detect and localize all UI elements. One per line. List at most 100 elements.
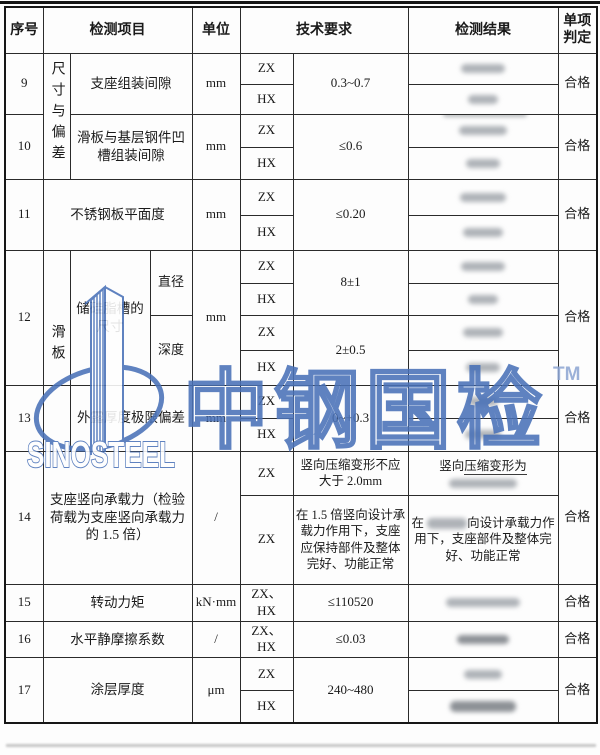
- row9-judgment: 合格: [557, 52, 598, 115]
- row15-direction: ZX、HX: [239, 583, 294, 622]
- col-header-unit: 单位: [191, 6, 241, 54]
- row12-requirement-depth: 2±0.5: [292, 314, 409, 386]
- row16-judgment: 合格: [557, 620, 598, 659]
- table-header-row: 序号 检测项目 单位 技术要求 检测结果 单项判定: [4, 6, 598, 54]
- row11-unit: mm: [191, 178, 241, 251]
- table-row: 11 不锈钢板平面度 mm ZX ≤0.20 合格: [4, 178, 598, 251]
- row14-serial: 14: [4, 450, 44, 585]
- row13-result-zx-redacted: [407, 384, 559, 419]
- row17-unit: μm: [191, 657, 241, 724]
- row16-unit: /: [191, 620, 241, 659]
- table-row: 16 水平静摩擦系数 / ZX、HX ≤0.03 合格: [4, 620, 598, 659]
- row10-item: 滑板与基层钢件凹槽组装间隙: [69, 113, 193, 180]
- row10-direction-hx: HX: [239, 146, 294, 180]
- row12-result3-redacted: [407, 314, 559, 351]
- col-header-item: 检测项目: [42, 6, 193, 54]
- row9-result-zx-redacted: [407, 52, 559, 85]
- table-row: 13 外露厚度极限偏差 mm ZX 0~+0.3 合格: [4, 384, 598, 452]
- row11-serial: 11: [4, 178, 44, 251]
- row13-serial: 13: [4, 384, 44, 452]
- col-header-serial: 序号: [4, 6, 44, 54]
- row12-result2-redacted: [407, 282, 559, 316]
- row10-unit: mm: [191, 113, 241, 180]
- row12-unit: mm: [191, 249, 241, 386]
- row11-judgment: 合格: [557, 178, 598, 251]
- row11-item: 不锈钢板平面度: [42, 178, 193, 251]
- table-row: 14 支座竖向承载力（检验荷载为支座竖向承载力的 1.5 倍） / ZX 竖向压…: [4, 450, 598, 585]
- row10-result-hx-redacted: [407, 146, 559, 180]
- row15-serial: 15: [4, 583, 44, 622]
- table-row: 9 尺寸与偏差 支座组装间隙 mm ZX 0.3~0.7 合格: [4, 52, 598, 180]
- row16-requirement: ≤0.03: [292, 620, 409, 659]
- table-row: 10 滑板与基层钢件凹槽组装间隙 mm ZX ≤0.6 合格: [4, 113, 598, 180]
- table-row: ZX 在 1.5 倍竖向设计承载力作用下，支座应保持部件及整体完好、功能正常 在…: [5, 494, 597, 585]
- col-header-result: 检测结果: [407, 6, 559, 54]
- table-row: 17 涂层厚度 μm ZX 240~480 合格: [4, 657, 598, 724]
- row17-direction-zx: ZX: [239, 657, 294, 692]
- row9-direction-hx: HX: [239, 83, 294, 115]
- row16-result-redacted: [407, 620, 559, 659]
- row12-item: 储硅脂槽的尺寸: [69, 249, 151, 386]
- row16-direction: ZX、HX: [239, 620, 294, 659]
- row17-direction-hx: HX: [239, 690, 294, 724]
- row17-judgment: 合格: [557, 657, 598, 724]
- row10-result-zx-redacted: [407, 113, 559, 148]
- row11-requirement: ≤0.20: [292, 178, 409, 251]
- row15-requirement: ≤110520: [292, 583, 409, 622]
- row17-result-hx-redacted: [407, 690, 559, 724]
- row15-item: 转动力矩: [42, 583, 193, 622]
- row12-serial: 12: [4, 249, 44, 386]
- row12-result4-redacted: [407, 349, 559, 386]
- row13-group-empty: [42, 384, 71, 452]
- row10-requirement: ≤0.6: [292, 113, 409, 180]
- row12-result1-redacted: [407, 249, 559, 284]
- row13-direction-zx: ZX: [239, 384, 294, 419]
- row15-unit: kN·mm: [191, 583, 241, 622]
- table-row: HX: [5, 214, 597, 251]
- row12-requirement-diameter: 8±1: [292, 249, 409, 316]
- row16-item: 水平静摩擦系数: [42, 620, 193, 659]
- row14-direction-zx2: ZX: [239, 494, 294, 585]
- inspection-results-table: 序号 检测项目 单位 技术要求 检测结果 单项判定 9 尺寸与偏差 支座组装间隙…: [4, 6, 599, 724]
- table-row: 12 滑板 储硅脂槽的尺寸 直径 mm ZX 8±1 合格: [4, 249, 598, 386]
- row17-result-zx-redacted: [407, 657, 559, 692]
- row13-requirement: 0~+0.3: [292, 384, 409, 452]
- row13-item: 外露厚度极限偏差: [69, 384, 193, 452]
- row12-sub-diameter: 直径: [149, 249, 193, 316]
- row12-sub-depth: 深度: [149, 314, 193, 386]
- row12-direction-zx2: ZX: [239, 314, 294, 351]
- row10-direction-zx: ZX: [239, 113, 294, 148]
- row12-judgment: 合格: [557, 249, 598, 386]
- page-top-rule: [0, 1, 600, 4]
- row14-item: 支座竖向承载力（检验荷载为支座竖向承载力的 1.5 倍）: [42, 450, 193, 585]
- table-row: HX: [5, 690, 597, 724]
- row12-direction-zx1: ZX: [239, 249, 294, 284]
- row17-serial: 17: [4, 657, 44, 724]
- row17-item: 涂层厚度: [42, 657, 193, 724]
- row11-direction-hx: HX: [239, 214, 294, 251]
- row13-unit: mm: [191, 384, 241, 452]
- table-row: HX: [5, 83, 597, 115]
- col-header-judgment: 单项判定: [557, 6, 598, 54]
- row9-item: 支座组装间隙: [69, 52, 193, 115]
- row10-judgment: 合格: [557, 113, 598, 180]
- table-row: 15 转动力矩 kN·mm ZX、HX ≤110520 合格: [4, 583, 598, 622]
- row10-serial: 10: [4, 113, 44, 180]
- row9-result-hx-redacted: [407, 83, 559, 115]
- row14-requirement-2: 在 1.5 倍竖向设计承载力作用下，支座应保持部件及整体完好、功能正常: [292, 494, 409, 585]
- row14-unit: /: [191, 450, 241, 585]
- row13-result-hx-redacted: [407, 417, 559, 452]
- row15-judgment: 合格: [557, 583, 598, 622]
- row9-serial: 9: [4, 52, 44, 115]
- row14-requirement-1: 竖向压缩变形不应大于 2.0mm: [292, 450, 409, 496]
- row9-unit: mm: [191, 52, 241, 115]
- redacted-inline-value: [427, 518, 468, 530]
- row9-requirement: 0.3~0.7: [292, 52, 409, 115]
- row14-direction-zx1: ZX: [239, 450, 294, 496]
- row13-judgment: 合格: [557, 384, 598, 452]
- row11-direction-zx: ZX: [239, 178, 294, 216]
- row14-result-1: 竖向压缩变形为: [407, 450, 559, 496]
- page-bottom-shadow: [6, 744, 596, 747]
- col-header-requirement: 技术要求: [239, 6, 409, 54]
